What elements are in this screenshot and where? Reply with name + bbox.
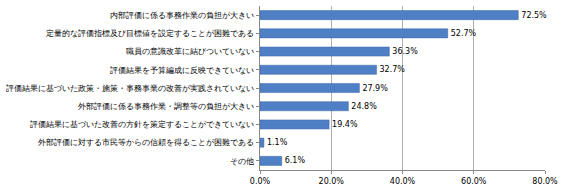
svg-text:36.3%: 36.3% (392, 47, 418, 56)
svg-text:外部評価に係る事務作業・調整等の負担が大きい: 外部評価に係る事務作業・調整等の負担が大きい (78, 102, 254, 111)
svg-text:内部評価に係る事務作業の負担が大きい: 内部評価に係る事務作業の負担が大きい (110, 11, 254, 20)
svg-text:6.1%: 6.1% (285, 156, 306, 165)
svg-text:その他: その他 (230, 157, 254, 166)
svg-text:20.0%: 20.0% (319, 177, 345, 186)
svg-text:32.7%: 32.7% (379, 65, 405, 74)
svg-text:0.0%: 0.0% (250, 177, 271, 186)
svg-text:72.5%: 72.5% (521, 11, 547, 20)
svg-text:職員の意識改革に結びついていない: 職員の意識改革に結びついていない (126, 47, 254, 56)
svg-text:52.7%: 52.7% (451, 29, 477, 38)
svg-text:24.8%: 24.8% (351, 102, 377, 111)
svg-text:40.0%: 40.0% (390, 177, 416, 186)
svg-text:評価結果に基づいた改善の方針を策定することができていない: 評価結果に基づいた改善の方針を策定することができていない (30, 120, 254, 129)
svg-text:60.0%: 60.0% (461, 177, 487, 186)
svg-text:評価結果を予算編成に反映できていない: 評価結果を予算編成に反映できていない (110, 66, 254, 75)
svg-text:評価結果に基づいた政策・施策・事務事業の改善が実践されていな: 評価結果に基づいた政策・施策・事務事業の改善が実践されていない (6, 84, 254, 93)
svg-text:外部評価に対する市民等からの信頼を得ることが困難である: 外部評価に対する市民等からの信頼を得ることが困難である (38, 138, 254, 147)
svg-text:定量的な評価指標及び目標値を設定することが困難である: 定量的な評価指標及び目標値を設定することが困難である (46, 29, 254, 38)
svg-text:80.0%: 80.0% (532, 177, 558, 186)
svg-text:27.9%: 27.9% (362, 84, 388, 93)
svg-text:19.4%: 19.4% (332, 120, 358, 129)
svg-text:1.1%: 1.1% (267, 138, 288, 147)
